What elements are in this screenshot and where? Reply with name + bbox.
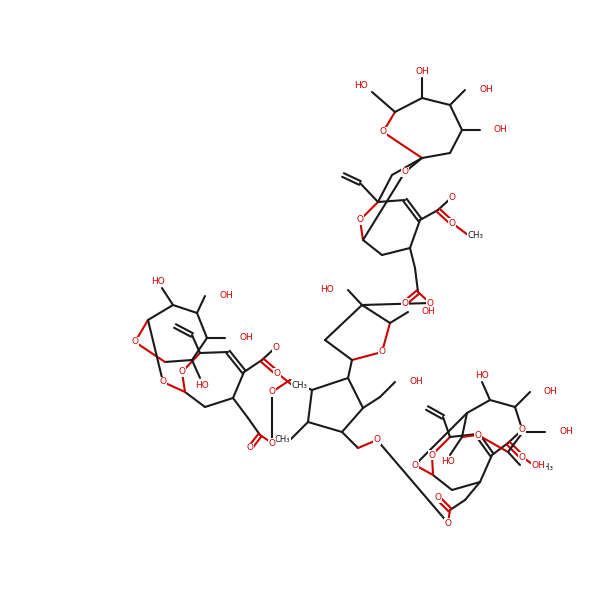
Text: O: O <box>401 298 409 307</box>
Text: OH: OH <box>532 461 546 469</box>
Text: CH₃: CH₃ <box>468 230 484 239</box>
Text: OH: OH <box>239 334 253 343</box>
Text: CH₃: CH₃ <box>538 463 554 473</box>
Text: O: O <box>269 388 275 397</box>
Text: CH₃: CH₃ <box>275 436 290 445</box>
Text: OH: OH <box>409 377 423 386</box>
Text: HO: HO <box>195 382 209 391</box>
Text: O: O <box>356 215 364 224</box>
Text: O: O <box>518 452 526 461</box>
Text: OH: OH <box>559 427 573 437</box>
Text: O: O <box>401 167 409 176</box>
Text: HO: HO <box>320 286 334 295</box>
Text: O: O <box>373 436 380 445</box>
Text: O: O <box>475 431 482 439</box>
Text: O: O <box>269 439 275 448</box>
Text: HO: HO <box>475 370 489 379</box>
Text: OH: OH <box>422 307 436 317</box>
Text: O: O <box>272 343 280 352</box>
Text: O: O <box>445 518 452 527</box>
Text: O: O <box>412 461 419 469</box>
Text: HO: HO <box>354 82 368 91</box>
Text: O: O <box>274 368 281 377</box>
Text: O: O <box>449 193 455 202</box>
Text: O: O <box>428 451 436 460</box>
Text: OH: OH <box>219 292 233 301</box>
Text: O: O <box>434 493 442 503</box>
Text: OH: OH <box>494 125 508 134</box>
Text: O: O <box>247 443 254 452</box>
Text: O: O <box>160 377 167 386</box>
Text: O: O <box>518 425 526 434</box>
Text: O: O <box>179 367 185 377</box>
Text: OH: OH <box>479 85 493 94</box>
Text: O: O <box>380 127 386 136</box>
Text: HO: HO <box>151 277 165 286</box>
Text: CH₃: CH₃ <box>292 380 308 389</box>
Text: O: O <box>379 347 386 356</box>
Text: O: O <box>449 218 455 227</box>
Text: OH: OH <box>415 67 429 76</box>
Text: O: O <box>131 337 139 346</box>
Text: HO: HO <box>441 457 455 467</box>
Text: OH: OH <box>544 388 558 397</box>
Text: O: O <box>427 298 433 307</box>
